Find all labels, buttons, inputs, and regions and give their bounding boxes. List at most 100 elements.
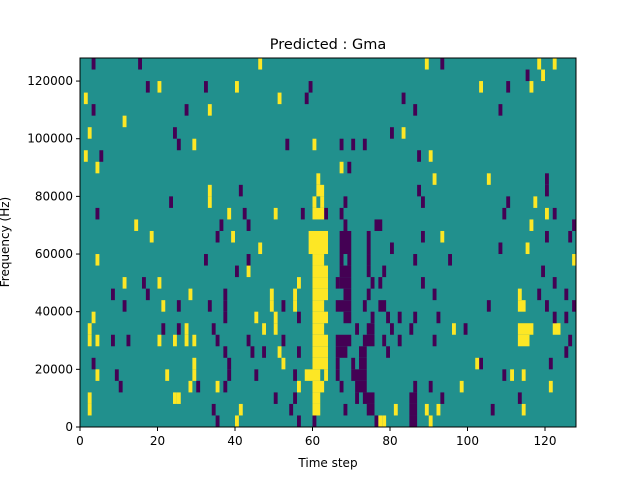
y-tick-label: 100000 — [27, 132, 73, 146]
heatmap-cell-high — [545, 207, 549, 220]
heatmap-cell-high — [254, 311, 259, 324]
heatmap-cell-high — [312, 334, 328, 347]
heatmap-cell-high — [312, 323, 325, 335]
heatmap-cell-low — [552, 311, 557, 324]
heatmap-cell-low — [401, 92, 406, 105]
heatmap-cell-high — [428, 150, 433, 162]
heatmap-cell-low — [506, 196, 511, 208]
heatmap-cell-high — [529, 81, 534, 93]
heatmap-cell-low — [440, 58, 445, 70]
heatmap-cell-low — [572, 219, 576, 231]
heatmap-cell-high — [393, 403, 398, 416]
heatmap-cell-high — [87, 127, 92, 139]
heatmap-cell-low — [366, 265, 371, 278]
heatmap-cell-low — [382, 334, 387, 347]
heatmap-cell-high — [91, 311, 96, 324]
heatmap-cell-low — [95, 207, 100, 220]
y-tick-label: 60000 — [35, 247, 73, 261]
heatmap-cell-low — [297, 415, 301, 427]
heatmap-cell-low — [273, 392, 278, 404]
heatmap-cell-low — [304, 92, 309, 105]
heatmap-cell-low — [362, 392, 375, 404]
y-tick-label: 80000 — [35, 189, 73, 203]
heatmap-cells — [83, 58, 576, 427]
heatmap-cell-low — [227, 357, 232, 370]
heatmap-cell-low — [362, 300, 367, 312]
heatmap-cell-high — [95, 161, 100, 174]
heatmap-cell-high — [552, 323, 561, 335]
heatmap-cell-high — [486, 173, 491, 185]
heatmap-cell-low — [490, 403, 495, 416]
heatmap-cell-low — [204, 254, 208, 266]
chart-title: Predicted : Gma — [270, 37, 386, 53]
heatmap-cell-low — [564, 288, 569, 301]
heatmap-cell-high — [192, 369, 197, 381]
heatmap-cell-high — [316, 184, 325, 197]
heatmap-cell-low — [161, 323, 166, 335]
heatmap-cell-high — [308, 230, 328, 243]
heatmap-cell-low — [339, 207, 344, 220]
heatmap-cell-low — [173, 127, 177, 139]
heatmap-cell-high — [293, 288, 297, 301]
heatmap-cell-low — [246, 254, 251, 266]
heatmap-cell-low — [545, 230, 549, 243]
heatmap-cell-high — [227, 207, 232, 220]
heatmap-cell-low — [335, 277, 340, 289]
heatmap-cell-high — [293, 300, 297, 312]
heatmap-cell-high — [320, 196, 325, 208]
heatmap-cell-high — [262, 323, 266, 335]
heatmap-cell-low — [568, 334, 573, 347]
heatmap-cell-low — [413, 311, 418, 324]
heatmap-cell-low — [409, 392, 418, 404]
x-axis-label: Time step — [297, 456, 357, 470]
heatmap-cell-high — [184, 334, 189, 347]
heatmap-cell-low — [362, 138, 367, 151]
heatmap-cell-low — [366, 230, 371, 243]
heatmap-cell-low — [114, 369, 119, 381]
heatmap-cell-low — [366, 323, 375, 335]
heatmap-cell-high — [552, 58, 557, 70]
heatmap-cell-low — [343, 288, 352, 301]
heatmap-cell-low — [378, 277, 383, 289]
x-tick-label: 0 — [76, 434, 84, 448]
heatmap-cell-high — [517, 300, 526, 312]
heatmap-cell-low — [448, 254, 452, 266]
heatmap-cell-low — [126, 334, 131, 347]
heatmap-cell-high — [246, 265, 251, 278]
heatmap-cell-low — [339, 230, 352, 243]
heatmap-cell-low — [335, 334, 352, 347]
heatmap-cell-high — [533, 196, 538, 208]
x-tick-label: 60 — [305, 434, 320, 448]
heatmap-cell-low — [281, 300, 286, 312]
heatmap-cell-low — [235, 265, 239, 278]
heatmap-cell-high — [122, 115, 127, 128]
heatmap-cell-high — [537, 58, 542, 70]
heatmap-cell-high — [281, 357, 286, 370]
heatmap-cell-low — [525, 69, 530, 82]
heatmap-cell-low — [370, 311, 375, 324]
x-tick-label: 100 — [456, 434, 479, 448]
heatmap-cell-high — [312, 300, 325, 312]
heatmap-cell-high — [304, 369, 321, 381]
heatmap-cell-low — [339, 265, 352, 278]
heatmap-cell-high — [436, 403, 441, 416]
heatmap-cell-high — [165, 369, 170, 381]
heatmap-cell-low — [145, 288, 150, 301]
heatmap-cell-low — [486, 300, 491, 312]
heatmap-cell-high — [475, 357, 480, 370]
heatmap-cell-low — [421, 196, 425, 208]
heatmap-cell-low — [386, 311, 390, 324]
heatmap-cell-low — [335, 369, 340, 381]
heatmap-cell-high — [173, 334, 177, 347]
heatmap-cell-high — [382, 415, 387, 427]
heatmap-cell-low — [335, 300, 352, 312]
heatmap-cell-high — [510, 369, 514, 381]
heatmap-cell-low — [227, 369, 232, 381]
heatmap-cell-high — [312, 403, 321, 416]
heatmap-cell-high — [273, 311, 278, 324]
heatmap-cell-low — [215, 230, 220, 243]
heatmap-cell-low — [440, 392, 445, 404]
heatmap-cell-high — [192, 357, 197, 370]
heatmap-cell-high — [173, 392, 177, 404]
heatmap-cell-high — [297, 380, 301, 393]
